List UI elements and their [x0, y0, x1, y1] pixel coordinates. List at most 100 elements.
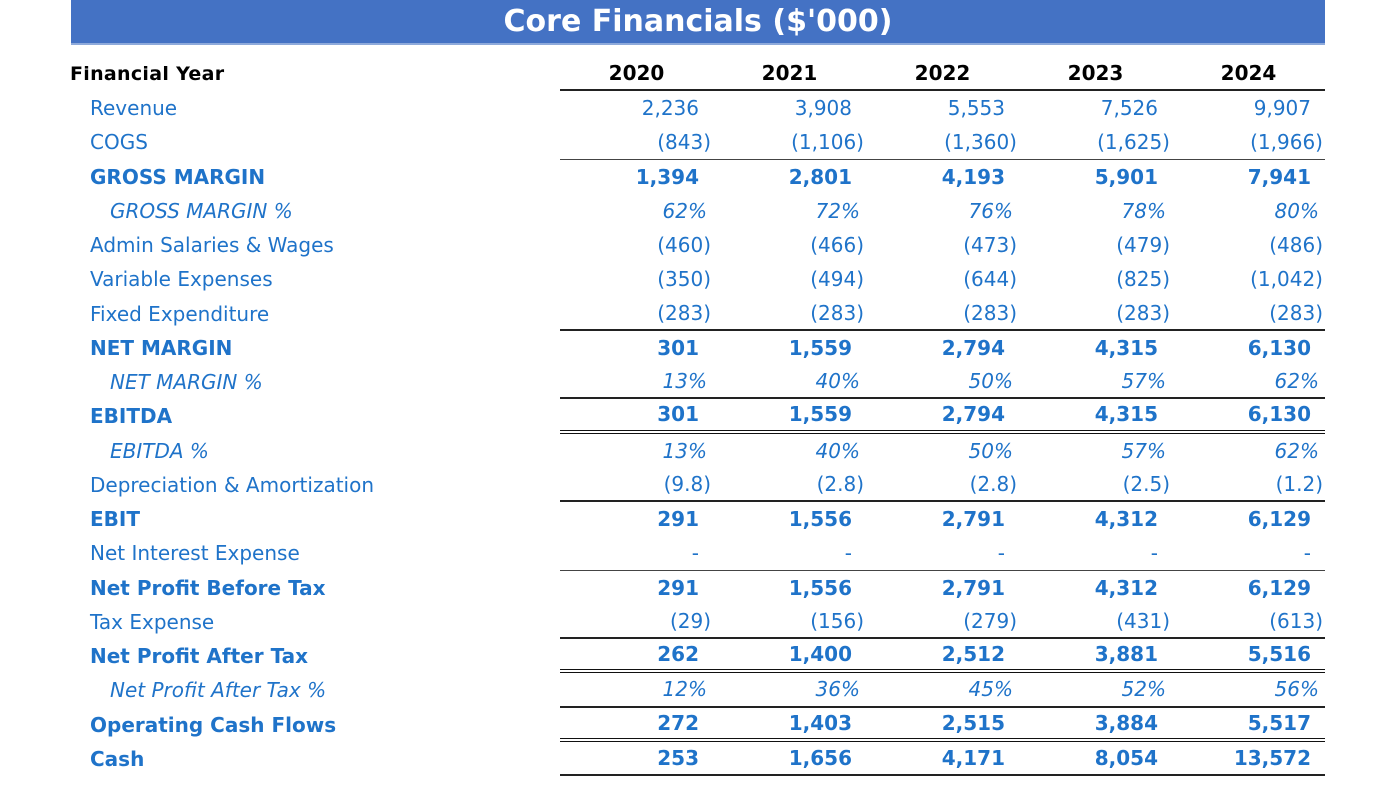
row-values: (843) (1,106) (1,360) (1,625) (1,966): [560, 125, 1325, 160]
value-cell: 80%: [1274, 198, 1319, 223]
row-values: (460) (466) (473) (479) (486): [560, 228, 1325, 262]
value-cell: 4,315: [1094, 335, 1158, 360]
table-row: Tax Expense (29) (156) (279) (431) (613): [70, 605, 1325, 639]
table-row: Cash 253 1,656 4,171 8,054 13,572: [70, 742, 1325, 776]
year-header: 2021: [761, 61, 818, 85]
row-values: (9.8) (2.8) (2.8) (2.5) (1.2): [560, 468, 1325, 502]
value-cell: 5,516: [1247, 642, 1311, 667]
row-label: COGS: [90, 130, 148, 155]
value-cell: 291: [657, 507, 699, 532]
table-row: Admin Salaries & Wages (460) (466) (473) (47…: [70, 228, 1325, 262]
value-cell: 1,400: [788, 642, 852, 667]
value-cell: 3,908: [794, 96, 852, 121]
value-cell: (431): [1116, 608, 1170, 633]
value-cell: -: [997, 540, 1005, 565]
value-cell: (843): [657, 129, 711, 154]
row-values: 291 1,556 2,791 4,312 6,129: [560, 502, 1325, 536]
value-cell: 301: [657, 335, 699, 360]
value-cell: (644): [963, 267, 1017, 292]
row-values: -----: [560, 536, 1325, 571]
value-cell: (486): [1269, 233, 1323, 258]
value-cell: 40%: [815, 369, 860, 394]
value-cell: 4,312: [1094, 507, 1158, 532]
value-cell: (29): [669, 608, 711, 633]
row-values: (29) (156) (279) (431) (613): [560, 605, 1325, 639]
value-cell: (825): [1116, 267, 1170, 292]
value-cell: 3,881: [1094, 642, 1158, 667]
value-cell: 4,193: [941, 164, 1005, 189]
table-row: Net Profit After Tax 262 1,400 2,512 3,881 5,…: [70, 639, 1325, 674]
value-cell: -: [844, 540, 852, 565]
table-row: Net Profit Before Tax 291 1,556 2,791 4,312 6…: [70, 571, 1325, 605]
row-values: 301 1,559 2,794 4,315 6,130: [560, 399, 1325, 434]
value-cell: 13%: [662, 369, 707, 394]
row-values: (283) (283) (283) (283) (283): [560, 297, 1325, 331]
value-cell: 7,941: [1247, 164, 1311, 189]
value-cell: 2,236: [641, 96, 699, 121]
value-cell: (2.8): [816, 471, 864, 496]
value-cell: (283): [657, 300, 711, 325]
value-cell: (350): [657, 267, 711, 292]
table-body: Revenue 2,236 3,908 5,553 7,526 9,907 COGS (843…: [70, 91, 1325, 776]
row-label: Variable Expenses: [90, 267, 273, 292]
value-cell: (613): [1269, 608, 1323, 633]
row-label: Depreciation & Amortization: [90, 472, 375, 497]
value-cell: (283): [1269, 300, 1323, 325]
value-cell: 301: [657, 402, 699, 427]
value-cell: (1,625): [1097, 129, 1170, 154]
row-label: Net Profit Before Tax: [90, 575, 326, 600]
row-label: Admin Salaries & Wages: [90, 233, 334, 258]
row-values: 12% 36% 45% 52% 56%: [560, 673, 1325, 708]
table-row: Fixed Expenditure (283) (283) (283) (283) (28…: [70, 297, 1325, 331]
row-label: Revenue: [90, 96, 178, 121]
value-cell: 13%: [662, 438, 707, 463]
row-label: GROSS MARGIN: [90, 164, 266, 189]
row-values: 13% 40% 50% 57% 62%: [560, 365, 1325, 400]
row-label: Fixed Expenditure: [90, 301, 270, 326]
row-label: EBITDA %: [110, 438, 209, 463]
row-label: GROSS MARGIN %: [110, 198, 293, 223]
header-row: Financial Year 2020 2021 2022 2023 2024: [70, 57, 1325, 91]
value-cell: 1,556: [788, 575, 852, 600]
value-cell: 2,791: [941, 575, 1005, 600]
row-label: Cash: [90, 746, 145, 771]
row-values: 272 1,403 2,515 3,884 5,517: [560, 708, 1325, 742]
value-cell: -: [691, 540, 699, 565]
row-label: EBIT: [90, 507, 140, 532]
value-cell: 5,517: [1247, 710, 1311, 735]
value-cell: -: [1150, 540, 1158, 565]
table-row: Net Interest Expense - - - - -: [70, 536, 1325, 571]
value-cell: 57%: [1121, 438, 1166, 463]
value-cell: 50%: [968, 369, 1013, 394]
year-header: 2020: [608, 61, 665, 85]
value-cell: 12%: [662, 677, 707, 702]
value-cell: 272: [657, 710, 699, 735]
table-row: GROSS MARGIN 1,394 2,801 4,193 5,901 7,941: [70, 160, 1325, 194]
value-cell: 1,559: [788, 402, 852, 427]
row-label: Tax Expense: [90, 609, 215, 634]
value-cell: 5,901: [1094, 164, 1158, 189]
value-cell: 1,394: [635, 164, 699, 189]
value-cell: 52%: [1121, 677, 1166, 702]
table-row: GROSS MARGIN % 62% 72% 76% 78% 80%: [70, 194, 1325, 228]
financial-year-label: Financial Year: [70, 63, 225, 85]
value-cell: (2.5): [1122, 471, 1170, 496]
value-cell: 7,526: [1100, 96, 1158, 121]
value-cell: (460): [657, 233, 711, 258]
table-row: Net Profit After Tax % 12% 36% 45% 52% 56%: [70, 673, 1325, 708]
row-label: Net Interest Expense: [90, 541, 300, 566]
value-cell: 6,130: [1247, 402, 1311, 427]
value-cell: (1.2): [1275, 471, 1323, 496]
value-cell: 291: [657, 575, 699, 600]
value-cell: 72%: [815, 198, 860, 223]
value-cell: (466): [810, 233, 864, 258]
value-cell: 253: [657, 745, 699, 770]
value-cell: 4,315: [1094, 402, 1158, 427]
value-cell: 4,312: [1094, 575, 1158, 600]
year-headers: 2020 2021 2022 2023 2024: [560, 57, 1325, 91]
row-values: 301 1,559 2,794 4,315 6,130: [560, 331, 1325, 365]
row-values: 253 1,656 4,171 8,054 13,572: [560, 742, 1325, 776]
value-cell: 57%: [1121, 369, 1166, 394]
value-cell: 5,553: [947, 96, 1005, 121]
value-cell: 1,556: [788, 507, 852, 532]
